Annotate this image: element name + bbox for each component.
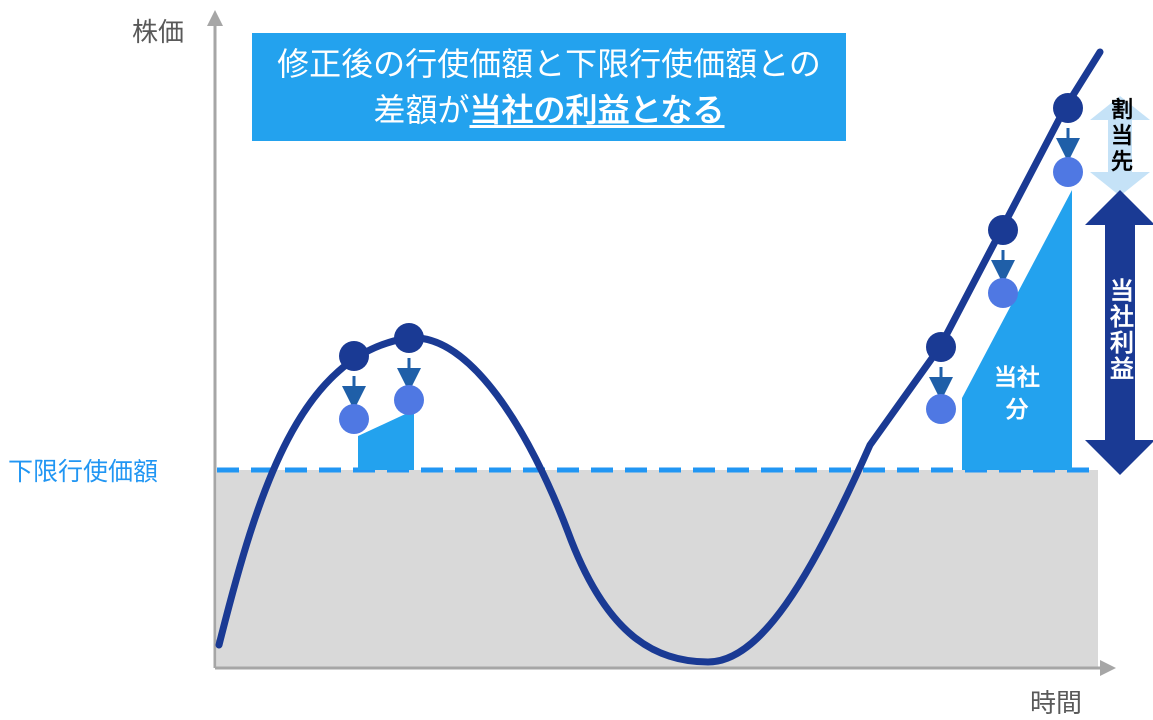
- headline-line2: 差額が当社の利益となる: [252, 87, 846, 133]
- y-axis-label: 株価: [132, 18, 185, 48]
- revised-price-point: [926, 394, 956, 424]
- market-price-point: [1053, 93, 1083, 123]
- company-share-line: 当社: [994, 365, 1040, 391]
- revised-price-point: [394, 385, 424, 415]
- headline-plain: 差額が: [373, 91, 470, 129]
- allocatee-char: 割: [1110, 98, 1133, 123]
- x-axis-label: 時間: [1030, 689, 1083, 719]
- allocatee-char: 当: [1110, 124, 1133, 149]
- allocatee-char: 先: [1110, 150, 1133, 175]
- x-axis-arrowhead: [1100, 660, 1116, 676]
- market-price-point: [339, 341, 369, 371]
- revised-price-point: [1053, 157, 1083, 187]
- stock-price-curve: [215, 48, 1104, 666]
- allocatee-label: 割 当 先: [1108, 98, 1136, 176]
- revised-price-point: [988, 278, 1018, 308]
- headline-line1: 修正後の行使価額と下限行使価額との: [277, 45, 821, 83]
- company-share-area-left: [358, 410, 414, 470]
- company-profit-char: 社: [1110, 303, 1134, 331]
- company-profit-char: 益: [1110, 355, 1134, 383]
- company-profit-char: 当: [1110, 277, 1134, 305]
- company-share-area-right: [962, 190, 1072, 470]
- company-profit-double-arrow: [1085, 190, 1153, 475]
- company-profit-label: 当 社 利 益: [1102, 278, 1142, 382]
- market-price-point: [926, 332, 956, 362]
- headline-emphasis: 当社の利益となる: [469, 91, 725, 129]
- company-share-line: 分: [1005, 397, 1029, 423]
- floor-price-label: 下限行使価額: [8, 457, 159, 486]
- y-axis-arrowhead: [207, 10, 223, 26]
- market-price-point: [394, 323, 424, 353]
- company-share-label: 当社 分: [988, 362, 1046, 426]
- below-floor-area: [217, 470, 1098, 668]
- allocatee-double-arrow: [1090, 96, 1150, 196]
- company-profit-char: 利: [1110, 329, 1134, 357]
- headline-box: 修正後の行使価額と下限行使価額との 差額が当社の利益となる: [252, 33, 846, 141]
- market-price-point: [988, 215, 1018, 245]
- revised-price-point: [339, 404, 369, 434]
